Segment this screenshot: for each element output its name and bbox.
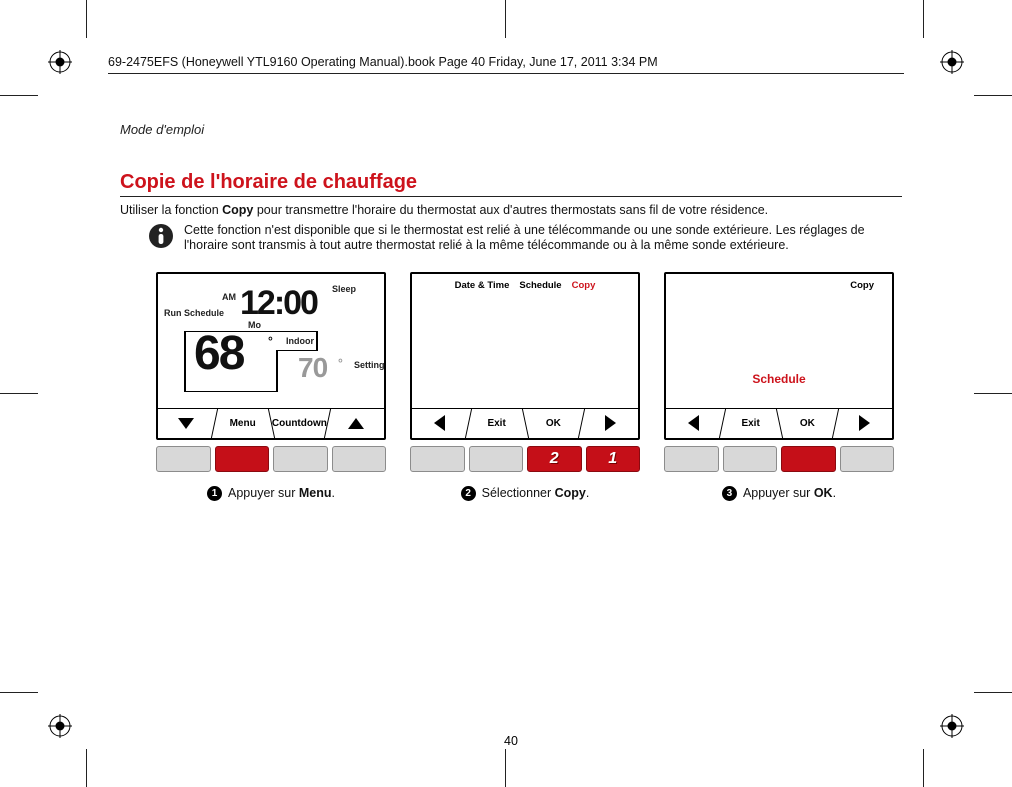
right-arrow-icon [582, 409, 638, 438]
page-title: Copie de l'horaire de chauffage [120, 171, 902, 197]
indoor-label: Indoor [286, 336, 314, 346]
caption-bold: Menu [299, 486, 332, 500]
intro-post: pour transmettre l'horaire du thermostat… [253, 203, 768, 217]
run-schedule-label: Run Schedule [164, 308, 224, 318]
hardware-button-highlighted[interactable]: 1 [586, 446, 641, 472]
button-badge: 1 [587, 447, 640, 471]
up-arrow-icon [328, 409, 384, 438]
crop-mark [974, 393, 1012, 394]
crop-mark [0, 95, 38, 96]
crop-mark [923, 749, 924, 787]
step-number-icon: 2 [461, 486, 476, 501]
button-row [664, 446, 894, 472]
crop-mark [505, 0, 506, 38]
breadcrumb: Mode d'emploi [120, 122, 902, 137]
registration-mark [48, 50, 72, 74]
divider-line [276, 350, 278, 392]
hardware-button[interactable] [410, 446, 465, 472]
crop-mark [923, 0, 924, 38]
thermostat-screen-1: Run Schedule AM 12:00 Mo Sleep 68 ° Indo… [156, 272, 386, 440]
registration-mark [940, 714, 964, 738]
step-1-caption: 1 Appuyer sur Menu. [156, 486, 386, 501]
intro-text: Utiliser la fonction Copy pour transmett… [120, 203, 902, 219]
hardware-button[interactable] [723, 446, 778, 472]
time-display: 12:00 [240, 284, 317, 323]
hardware-button[interactable] [664, 446, 719, 472]
hardware-button-highlighted[interactable]: 2 [527, 446, 582, 472]
hardware-button[interactable] [156, 446, 211, 472]
crop-mark [505, 749, 506, 787]
softkey-exit: Exit [723, 409, 779, 438]
crop-mark [86, 0, 87, 38]
day-label: Mo [248, 320, 261, 330]
schedule-label: Schedule [666, 372, 892, 386]
right-arrow-icon [836, 409, 892, 438]
thermostat-screen-3: Copy Schedule Exit OK [664, 272, 894, 440]
step-1-panel: Run Schedule AM 12:00 Mo Sleep 68 ° Indo… [156, 272, 386, 501]
left-arrow-icon [666, 409, 722, 438]
crop-mark [0, 393, 38, 394]
crop-mark [974, 95, 1012, 96]
left-arrow-icon [412, 409, 468, 438]
registration-mark [48, 714, 72, 738]
softkey-exit: Exit [469, 409, 525, 438]
softkey-ok: OK [780, 409, 836, 438]
step-number-icon: 1 [207, 486, 222, 501]
tab-date-time: Date & Time [455, 280, 510, 291]
hardware-button[interactable] [332, 446, 387, 472]
tab-copy: Copy [572, 280, 596, 291]
step-3-caption: 3 Appuyer sur OK. [664, 486, 894, 501]
caption-text: Appuyer sur [228, 486, 299, 500]
intro-pre: Utiliser la fonction [120, 203, 222, 217]
hardware-button[interactable] [840, 446, 895, 472]
softkey-menu: Menu [215, 409, 271, 438]
divider-line [316, 331, 318, 351]
divider-line [184, 331, 186, 391]
crop-mark [0, 692, 38, 693]
caption-bold: OK [814, 486, 833, 500]
sleep-label: Sleep [332, 284, 356, 294]
note-text: Cette fonction n'est disponible que si l… [184, 223, 902, 254]
down-arrow-icon [158, 409, 214, 438]
step-3-panel: Copy Schedule Exit OK [664, 272, 894, 501]
step-2-caption: 2 Sélectionner Copy. [410, 486, 640, 501]
info-icon [148, 223, 174, 254]
softkey-countdown: Countdown [272, 409, 328, 438]
setting-label: Setting [354, 360, 385, 370]
divider-line [184, 391, 276, 393]
caption-text: Sélectionner [482, 486, 555, 500]
page-number: 40 [120, 734, 902, 748]
temp-display: 68 [194, 326, 243, 381]
hardware-button[interactable] [469, 446, 524, 472]
button-row [156, 446, 386, 472]
page-header: 69-2475EFS (Honeywell YTL9160 Operating … [108, 55, 904, 74]
setting-value: 70 [298, 352, 327, 384]
hardware-button-highlighted[interactable] [781, 446, 836, 472]
step-2-panel: Date & Time Schedule Copy Exit OK 2 [410, 272, 640, 501]
hardware-button[interactable] [273, 446, 328, 472]
step-number-icon: 3 [722, 486, 737, 501]
am-label: AM [222, 292, 236, 302]
registration-mark [940, 50, 964, 74]
tab-schedule: Schedule [519, 280, 561, 291]
button-badge: 2 [528, 447, 581, 471]
softkey-ok: OK [526, 409, 582, 438]
hardware-button-highlighted[interactable] [215, 446, 270, 472]
button-row: 2 1 [410, 446, 640, 472]
thermostat-screen-2: Date & Time Schedule Copy Exit OK [410, 272, 640, 440]
crop-mark [86, 749, 87, 787]
caption-bold: Copy [555, 486, 586, 500]
intro-bold: Copy [222, 203, 253, 217]
degree-symbol: ° [268, 334, 273, 348]
caption-text: Appuyer sur [743, 486, 814, 500]
crop-mark [974, 692, 1012, 693]
degree-symbol: ° [338, 356, 343, 370]
tab-copy: Copy [850, 280, 874, 291]
